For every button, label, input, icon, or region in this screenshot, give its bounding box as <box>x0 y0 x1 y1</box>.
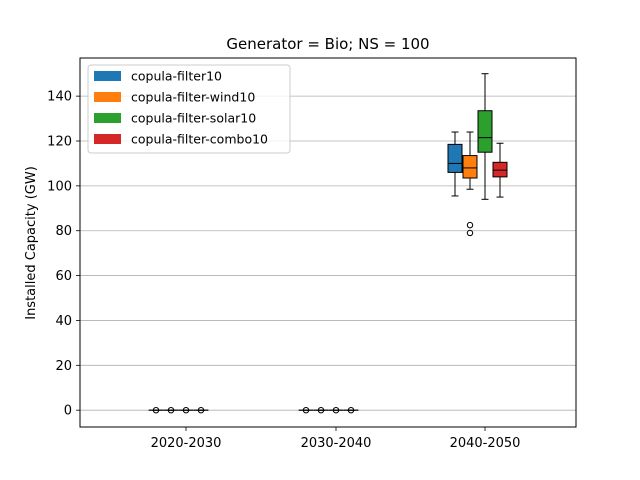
box-2-0 <box>178 406 194 414</box>
box-2-2 <box>477 73 493 200</box>
legend-label: copula-filter-combo10 <box>131 132 268 147</box>
box-0-1 <box>298 406 314 414</box>
y-tick-label: 100 <box>47 179 72 194</box>
outlier-point <box>317 406 325 414</box>
plot-frame <box>79 57 577 428</box>
box-body <box>492 161 508 178</box>
x-tick-label: 2040-2050 <box>450 436 521 451</box>
box-0-0 <box>148 406 164 414</box>
box-body <box>462 155 478 179</box>
box-0-2 <box>447 131 463 197</box>
box-1-0 <box>163 406 179 414</box>
legend-label: copula-filter-wind10 <box>131 90 255 105</box>
y-tick-label: 0 <box>64 404 72 419</box>
legend-label: copula-filter10 <box>131 69 222 84</box>
legend-swatch <box>94 113 121 123</box>
box-1-1 <box>313 406 329 414</box>
box-body <box>447 143 463 173</box>
legend-swatch <box>94 134 121 144</box>
outlier-point <box>466 221 474 229</box>
outlier-point <box>466 229 474 237</box>
box-3-2 <box>492 142 508 198</box>
y-tick-label: 60 <box>55 269 72 284</box>
outlier-point <box>302 406 310 414</box>
outlier-point <box>197 406 205 414</box>
outlier-point <box>182 406 190 414</box>
legend: copula-filter10 copula-filter-wind10 copul… <box>87 64 291 154</box>
legend-swatch <box>94 92 121 102</box>
legend-box <box>87 64 291 154</box>
chart-title: Generator = Bio; NS = 100 <box>226 35 429 53</box>
y-tick-label: 40 <box>55 314 72 329</box>
y-tick-label: 80 <box>55 224 72 239</box>
plot-area <box>148 73 508 414</box>
axes: 0 20 40 60 80 100 120 140 2020-2030 2030-2040 2040… <box>47 90 520 451</box>
legend-label: copula-filter-solar10 <box>131 111 256 126</box>
box-3-1 <box>343 406 359 414</box>
box-body <box>477 110 493 153</box>
box-1-2 <box>462 131 478 237</box>
x-tick-label: 2030-2040 <box>301 436 372 451</box>
box-2-1 <box>328 406 344 414</box>
outlier-point <box>152 406 160 414</box>
x-tick-label: 2020-2030 <box>151 436 222 451</box>
y-tick-label: 20 <box>55 359 72 374</box>
box-3-0 <box>193 406 209 414</box>
y-tick-label: 120 <box>47 134 72 149</box>
outlier-point <box>332 406 340 414</box>
legend-swatch <box>94 71 121 81</box>
y-axis-label: Installed Capacity (GW) <box>24 166 39 320</box>
outlier-point <box>347 406 355 414</box>
outlier-point <box>167 406 175 414</box>
y-tick-label: 140 <box>47 90 72 105</box>
